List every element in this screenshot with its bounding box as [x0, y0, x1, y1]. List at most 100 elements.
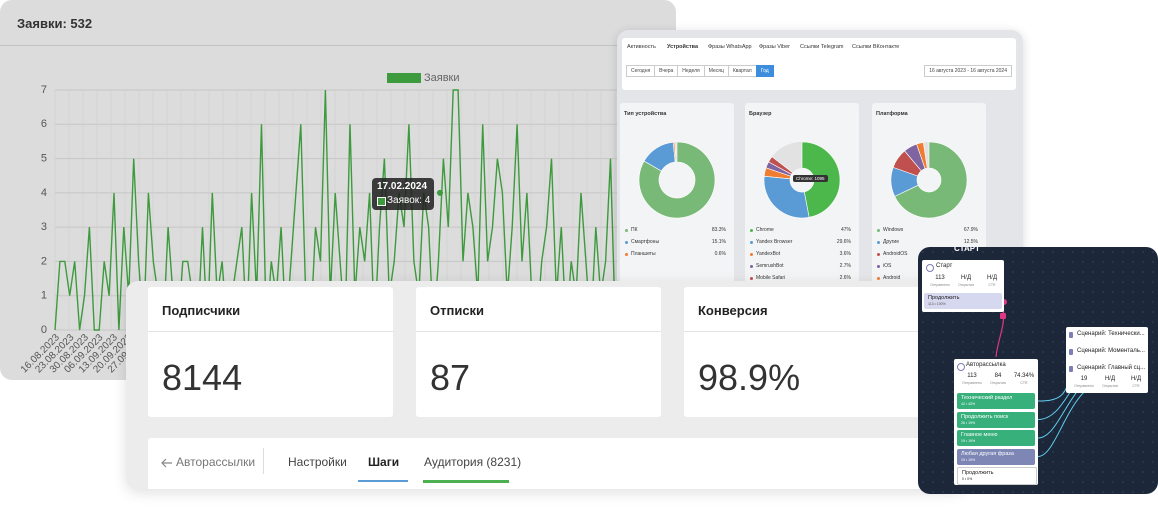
tooltip-label: Заявок: 4	[387, 195, 431, 206]
node-stat-value: Н/Д	[960, 275, 972, 281]
node-title: Сценарий: Моменталь...	[1077, 348, 1145, 354]
legend-value: 15.1%	[711, 239, 726, 245]
stat-value: 87	[430, 357, 471, 398]
legend-value: 12.5%	[963, 239, 978, 245]
legend-value: 2.6%	[839, 275, 851, 281]
button-sub: 19 • 19%	[961, 439, 976, 443]
tab-underline	[423, 480, 509, 483]
stat-divider	[416, 331, 661, 332]
node-icon	[957, 363, 965, 371]
legend-value: 2.7%	[839, 263, 851, 269]
legend-dot	[750, 277, 753, 280]
legend-value: 83.3%	[711, 227, 726, 233]
legend-label: Windows	[883, 227, 904, 233]
legend-value: 67.9%	[963, 227, 978, 233]
top-bar: Активность Устройства Фразы WhatsApp Фразы …	[622, 38, 1016, 90]
stat-card: Конверсия 98.9%	[684, 287, 929, 417]
tab[interactable]: Шаги	[368, 455, 400, 469]
back-arrow	[161, 458, 172, 468]
legend-label: Chrome	[756, 227, 774, 233]
node-stat-value: Н/Д	[1104, 376, 1116, 382]
stat-title: Конверсия	[698, 303, 768, 318]
node-stat-value: Н/Д	[1130, 376, 1142, 382]
legend-label: Заявки	[424, 72, 460, 84]
legend-dot	[750, 253, 753, 256]
legend-dot	[625, 241, 628, 244]
button-sub: 42 • 43%	[961, 402, 976, 406]
button-title: Любая другая фраза	[961, 450, 1014, 457]
edge	[995, 304, 1005, 358]
legend-label: iOS	[883, 263, 892, 269]
legend-label: YandexBot	[756, 251, 781, 257]
y-tick-label: 5	[41, 152, 47, 164]
y-tick-label: 4	[41, 187, 47, 199]
card-title: Платформа	[876, 111, 908, 117]
y-tick-label: 3	[41, 221, 47, 233]
stat-value: 98.9%	[698, 357, 801, 398]
donut-slice	[768, 156, 793, 175]
legend-value: 0.6%	[714, 251, 726, 257]
legend-dot	[877, 241, 880, 244]
period-button[interactable]: Квартал	[727, 65, 757, 77]
analytics-panel: Активность Устройства Фразы WhatsApp Фразы …	[617, 30, 1023, 292]
tab[interactable]: Настройки	[288, 455, 347, 469]
tooltip: 17.02.2024 Заявок: 4	[372, 178, 434, 210]
button-title: Продолжить поиск	[961, 413, 1009, 420]
period-button[interactable]: Сегодня	[626, 65, 656, 77]
stat-value: 8144	[162, 357, 243, 398]
donut-card: Тип устройства ПК 83.3% Смартфоны 15.1% Планш…	[620, 103, 734, 292]
stat-card: Подписчики 8144	[148, 287, 393, 417]
tab[interactable]: Активность	[627, 44, 656, 50]
tab[interactable]: Фразы WhatsApp	[708, 44, 752, 50]
hover-point	[437, 189, 443, 196]
period-button[interactable]: Месяц	[703, 65, 729, 77]
back-link[interactable]: Авторассылки	[176, 455, 256, 469]
stat-title: Отписки	[430, 303, 485, 318]
legend-label: Планшеты	[631, 251, 656, 257]
node-stat-label: CTR	[1132, 384, 1140, 388]
period-button[interactable]: Вчера	[654, 65, 679, 77]
donut-card: Браузер Chrome 47% Yandex Browser 29.6% Yande…	[745, 103, 859, 292]
legend-value: 3.6%	[839, 251, 851, 257]
flow-node: Сценарий: Технически... Сценарий: Момента…	[1066, 327, 1148, 393]
legend-label: Другие	[883, 239, 900, 245]
tab[interactable]: Устройства	[667, 44, 699, 50]
y-tick-label: 6	[41, 118, 47, 130]
flow-panel: СТАРТ Старт 113 Отправлено Н/Д Открытия Н/Д CTR…	[918, 247, 1158, 494]
tab[interactable]: Ссылки Telegram	[800, 44, 844, 50]
donut-slice	[916, 142, 928, 170]
button-sub: 113 • 100%	[928, 302, 946, 306]
tab[interactable]: Ссылки ВКонтакте	[852, 44, 900, 50]
tab[interactable]: Аудитория (8231)	[424, 455, 522, 469]
node-title: Старт	[936, 263, 953, 269]
legend-value: 47%	[840, 227, 851, 233]
legend-label: ПК	[631, 227, 638, 233]
node-button: Главное меню 19 • 19%	[957, 430, 1035, 446]
y-tick-label: 7	[41, 84, 47, 96]
legend-dot	[877, 229, 880, 232]
period-button[interactable]: Неделя	[677, 65, 705, 77]
tab[interactable]: Фразы Viber	[759, 44, 790, 50]
node-stat-label: CTR	[988, 283, 996, 287]
button-title: Продолжить	[928, 295, 960, 301]
period-group: Сегодня Вчера Неделя Месяц Квартал Год	[626, 65, 774, 77]
button-sub: 19 • 19%	[961, 457, 976, 462]
date-range[interactable]: 16 августа 2023 - 16 августа 2024	[924, 65, 1012, 77]
button-sub: 26 • 19%	[961, 420, 976, 425]
stat-title: Подписчики	[162, 303, 241, 318]
node-stat-value: 74.34%	[1013, 373, 1035, 379]
button-title: Главное меню	[961, 432, 998, 438]
legend-dot	[750, 229, 753, 232]
period-button[interactable]: Год	[755, 65, 774, 77]
node-icon	[1069, 366, 1073, 372]
flow-node: Авторассылка 113 Отправлено 84 Открытия 74.34…	[954, 359, 1038, 485]
legend-label: Yandex Browser	[756, 239, 793, 245]
legend-dot	[625, 229, 628, 232]
node-stat-value: 113	[935, 275, 945, 281]
node-icon	[926, 264, 934, 272]
separator	[263, 448, 264, 474]
stat-card: Отписки 87	[416, 287, 661, 417]
node-button: Продолжить 0 • 0%	[957, 467, 1037, 485]
